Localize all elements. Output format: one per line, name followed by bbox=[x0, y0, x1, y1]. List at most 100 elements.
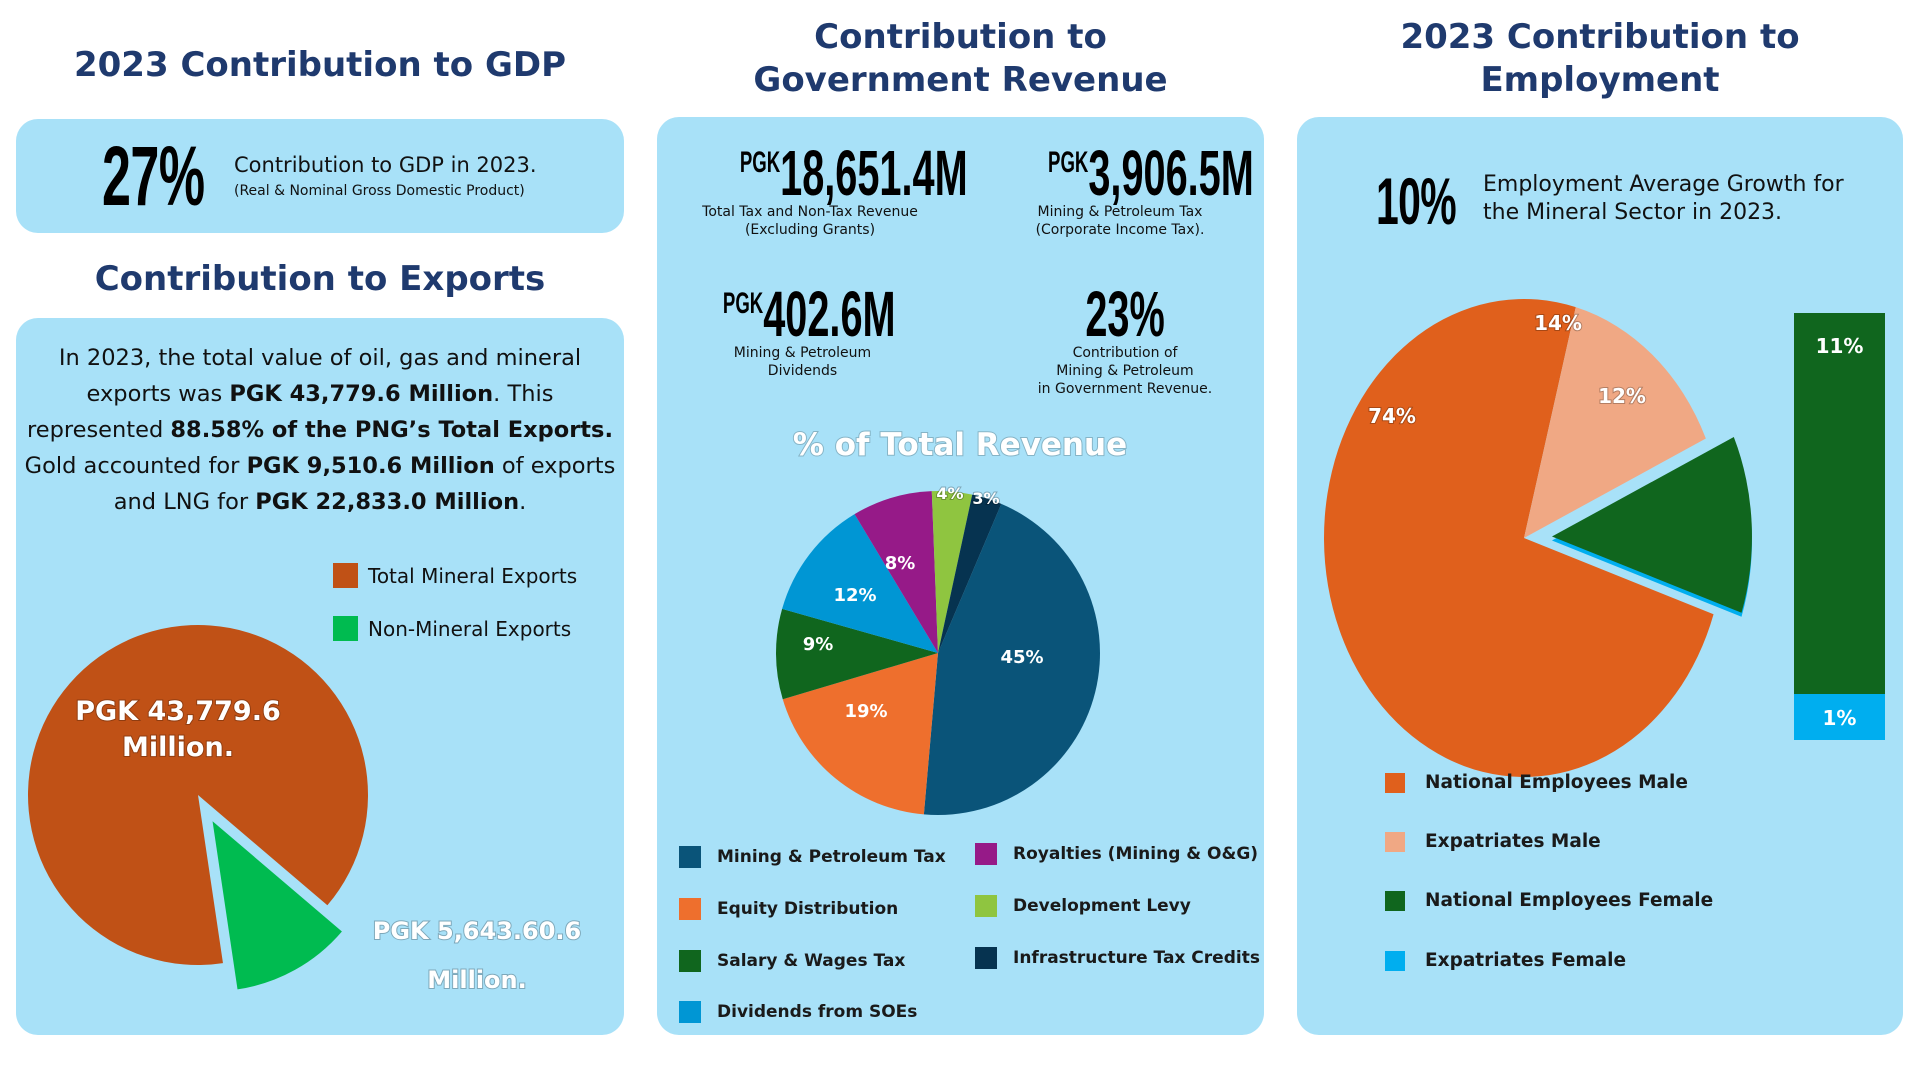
legend-label: Non-Mineral Exports bbox=[368, 616, 572, 641]
pie-label: 74% bbox=[1368, 404, 1416, 428]
legend-item-mining-petroleum-tax: Mining & Petroleum Tax bbox=[679, 846, 946, 868]
bar-label: 11% bbox=[1816, 334, 1864, 358]
legend-swatch bbox=[975, 947, 997, 969]
legend-item-national-employees-male: National Employees Male bbox=[1385, 772, 1688, 793]
bar-segment-national-employees-female bbox=[1794, 313, 1885, 694]
legend-swatch bbox=[1385, 950, 1405, 971]
pie-slice-expatriates-male bbox=[1524, 307, 1706, 538]
stat-total-revenue: PGK18,651.4M Total Tax and Non-Tax Reven… bbox=[670, 141, 967, 239]
employment-line2: the Mineral Sector in 2023. bbox=[1483, 200, 1783, 225]
legend-item-salary-wages-tax: Salary & Wages Tax bbox=[679, 950, 905, 972]
legend-item-national-employees-female: National Employees Female bbox=[1385, 890, 1713, 911]
pie-slice-non-mineral-exports bbox=[212, 821, 342, 990]
legend-swatch bbox=[679, 1001, 701, 1023]
stat-caption: (Excluding Grants) bbox=[744, 222, 876, 238]
employment-heading-line1: 2023 Contribution to bbox=[1400, 17, 1800, 57]
legend-swatch bbox=[975, 895, 997, 917]
stat-prefix: PGK bbox=[722, 287, 764, 320]
stat-value: 18,651.4M bbox=[780, 137, 968, 209]
pie-label-non-mineral: Million. bbox=[427, 966, 526, 994]
legend-item-dividends-from-soes: Dividends from SOEs bbox=[679, 1001, 917, 1023]
pie-slice-infrastructure-tax-credits bbox=[938, 494, 1002, 653]
legend-label: Equity Distribution bbox=[717, 899, 899, 919]
legend-swatch bbox=[1385, 890, 1405, 911]
revenue-pie-chart: % of Total Revenue 45% 19% 9% 12% 8% 4% 3% bbox=[776, 426, 1128, 815]
revenue-heading-line1: Contribution to bbox=[814, 17, 1107, 57]
pie-slice-total-mineral-exports bbox=[27, 625, 369, 965]
pie-slice-royalties-mining-o-g bbox=[854, 491, 938, 653]
stat-value: 23% bbox=[1085, 278, 1165, 350]
legend-label: Infrastructure Tax Credits bbox=[1013, 948, 1260, 968]
legend-swatch bbox=[333, 616, 358, 641]
pie-label: 45% bbox=[1000, 647, 1043, 668]
highlight-figure: PGK 22,833.0 Million bbox=[255, 489, 520, 515]
legend-label: National Employees Female bbox=[1425, 890, 1714, 911]
highlight-figure: PGK 9,510.6 Million bbox=[246, 453, 495, 479]
stat-dividends: PGK402.6M Mining & Petroleum Dividends bbox=[670, 282, 935, 380]
pie-slice-development-levy bbox=[931, 491, 973, 653]
pie-label: 12% bbox=[833, 585, 876, 606]
employment-value: 10% bbox=[1376, 164, 1457, 238]
legend-item-expatriates-male: Expatriates Male bbox=[1385, 831, 1601, 852]
employment-heading: 2023 Contribution to Employment bbox=[1297, 16, 1903, 102]
pie-slice-mining-petroleum-tax bbox=[923, 503, 1100, 815]
legend-label: Total Mineral Exports bbox=[368, 563, 578, 588]
stat-caption: Mining & Petroleum Tax bbox=[1037, 204, 1203, 220]
description-text: . bbox=[519, 489, 527, 515]
pie-label: 14% bbox=[1534, 311, 1582, 335]
pie-label: 4% bbox=[936, 484, 963, 503]
legend-item-equity-distribution: Equity Distribution bbox=[679, 898, 898, 920]
pie-slice-national-employees-male bbox=[1324, 299, 1714, 777]
gdp-value: 27% bbox=[102, 129, 205, 223]
stat-caption: (Corporate Income Tax). bbox=[1035, 222, 1205, 238]
legend-swatch bbox=[975, 843, 997, 865]
revenue-heading: Contribution to Government Revenue bbox=[657, 16, 1264, 102]
bar-segment-expatriates-female bbox=[1794, 694, 1885, 740]
gdp-card: 27% Contribution to GDP in 2023. (Real &… bbox=[16, 119, 624, 233]
legend-swatch bbox=[679, 898, 701, 920]
legend-total-mineral-exports: Total Mineral Exports bbox=[333, 563, 577, 588]
legend-non-mineral-exports: Non-Mineral Exports bbox=[333, 616, 571, 641]
description-text: of exports and LNG for bbox=[113, 453, 616, 515]
legend-swatch bbox=[679, 950, 701, 972]
stat-prefix: PGK bbox=[739, 146, 781, 179]
pie-label-mineral: Million. bbox=[122, 732, 234, 763]
gdp-line2: (Real & Nominal Gross Domestic Product) bbox=[234, 183, 525, 199]
gdp-heading: 2023 Contribution to GDP bbox=[73, 45, 566, 85]
stat-caption: Total Tax and Non-Tax Revenue bbox=[702, 204, 918, 220]
stat-caption: Dividends bbox=[767, 363, 838, 379]
legend-label: Development Levy bbox=[1013, 896, 1191, 916]
legend-label: Salary & Wages Tax bbox=[717, 951, 906, 971]
description-text: . This represented bbox=[26, 381, 554, 443]
exports-description: In 2023, the total value of oil, gas and… bbox=[16, 340, 624, 520]
pie-label: 12% bbox=[1598, 384, 1646, 408]
legend-item-royalties-mining-o-g: Royalties (Mining & O&G) bbox=[975, 843, 1258, 865]
pie-slice-national-employees-female bbox=[1551, 437, 1752, 613]
pie-label: 19% bbox=[844, 701, 887, 722]
pie-label-mineral: PGK 43,779.6 bbox=[75, 696, 281, 727]
legend-label: Expatriates Male bbox=[1425, 831, 1601, 852]
legend-item-expatriates-female: Expatriates Female bbox=[1385, 950, 1626, 971]
stat-revenue-share: 23% Contribution of Mining & Petroleum i… bbox=[990, 282, 1260, 398]
stat-prefix: PGK bbox=[1048, 146, 1089, 179]
legend-item-infrastructure-tax-credits: Infrastructure Tax Credits bbox=[975, 947, 1260, 969]
employment-heading-line2: Employment bbox=[1480, 60, 1720, 100]
legend-swatch bbox=[333, 563, 358, 588]
stat-caption: Mining & Petroleum bbox=[1056, 363, 1194, 379]
bar-label: 1% bbox=[1823, 706, 1857, 730]
pie-label: 9% bbox=[803, 634, 834, 655]
legend-label: Expatriates Female bbox=[1425, 950, 1627, 971]
stat-value: 3,906.5M bbox=[1088, 137, 1254, 209]
highlight-figure: PGK 43,779.6 Million bbox=[229, 381, 494, 407]
pie-slice-equity-distribution bbox=[782, 653, 938, 815]
pie-label: 3% bbox=[972, 489, 999, 508]
stat-mining-petroleum-tax: PGK3,906.5M Mining & Petroleum Tax (Corp… bbox=[985, 141, 1255, 239]
stat-caption: in Government Revenue. bbox=[1037, 381, 1213, 397]
stat-value: 402.6M bbox=[763, 278, 896, 350]
description-text: In 2023, the total value of oil, gas and… bbox=[58, 345, 582, 407]
stat-caption: Contribution of bbox=[1072, 345, 1178, 361]
legend-swatch bbox=[679, 846, 701, 868]
revenue-heading-line2: Government Revenue bbox=[753, 60, 1168, 100]
legend-swatch bbox=[1385, 831, 1405, 852]
exports-heading: Contribution to Exports bbox=[94, 259, 546, 299]
